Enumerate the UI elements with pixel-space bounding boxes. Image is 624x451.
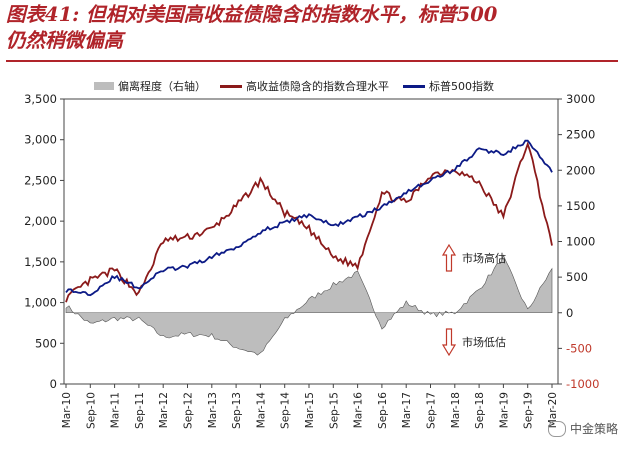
left-axis-tick-label: 3,000 <box>24 133 57 147</box>
legend-item-spx: 标普500指数 <box>403 78 494 94</box>
arrow-up-icon <box>442 244 456 272</box>
legend-swatch-implied <box>220 84 242 88</box>
title-line-1: 图表41: 但相对美国高收益债隐含的指数水平，标普500 <box>6 3 498 26</box>
x-axis-tick-label: Mar-15 <box>304 392 316 428</box>
watermark-text: 中金策略 <box>569 422 618 436</box>
chart-legend: 偏离程度（右轴） 高收益债隐含的指数合理水平 标普500指数 <box>94 78 508 94</box>
right-axis-tick-label: 3000 <box>566 92 595 106</box>
right-axis-tick-label: 0 <box>566 306 573 320</box>
legend-label-implied: 高收益债隐含的指数合理水平 <box>246 80 389 93</box>
annotation-high-text: 市场高估 <box>462 252 506 265</box>
annotation-low-text: 市场低估 <box>462 336 506 349</box>
x-axis-tick-label: Mar-11 <box>110 392 122 428</box>
right-axis-tick-label: 1500 <box>566 199 595 213</box>
series-implied-line <box>65 141 553 303</box>
x-axis-tick-label: Mar-18 <box>450 392 462 428</box>
x-axis-tick-label: Sep-11 <box>134 392 146 429</box>
x-axis-tick-label: Mar-19 <box>498 392 510 428</box>
arrow-down-icon <box>442 328 456 356</box>
legend-label-spx: 标普500指数 <box>429 80 494 93</box>
x-axis-tick-label: Sep-12 <box>183 392 195 429</box>
x-axis-tick-label: Sep-19 <box>523 392 535 429</box>
x-axis-tick-label: Mar-16 <box>353 392 365 429</box>
x-axis-tick-label: Mar-17 <box>401 392 413 428</box>
left-axis-tick-label: 0 <box>50 377 57 391</box>
x-axis-tick-label: Sep-10 <box>85 392 97 429</box>
legend-item-implied: 高收益债隐含的指数合理水平 <box>220 78 389 94</box>
x-axis-tick-label: Sep-16 <box>377 392 389 429</box>
left-axis-tick-label: 1,000 <box>24 296 57 310</box>
series-deviation-area <box>65 254 553 356</box>
annotation-overvalued: 市场高估 <box>442 244 506 272</box>
left-axis-tick-label: 2,500 <box>24 173 57 187</box>
x-axis-tick-label: Mar-13 <box>207 392 219 428</box>
watermark: 中金策略 <box>547 420 618 437</box>
chart-title: 图表41: 但相对美国高收益债隐含的指数水平，标普500 仍然稍微偏高 <box>6 2 618 54</box>
title-divider <box>6 60 618 62</box>
legend-item-deviation: 偏离程度（右轴） <box>94 78 206 94</box>
left-axis-tick-label: 2,000 <box>24 214 57 228</box>
right-axis-tick-label: -1000 <box>566 377 599 391</box>
wechat-icon <box>547 420 566 437</box>
left-axis-tick-label: 3,500 <box>24 92 57 106</box>
right-axis-tick-label: 2500 <box>566 128 595 142</box>
title-line-2: 仍然稍微偏高 <box>6 29 124 52</box>
legend-label-deviation: 偏离程度（右轴） <box>118 80 206 93</box>
right-axis-tick-label: 500 <box>566 270 588 284</box>
right-axis-tick-label: 1000 <box>566 235 595 249</box>
x-axis-tick-label: Mar-14 <box>255 392 267 429</box>
x-axis-tick-label: Mar-12 <box>158 392 170 428</box>
x-axis-tick-label: Mar-10 <box>61 392 73 428</box>
left-axis-tick-label: 1,500 <box>24 255 57 269</box>
annotation-undervalued: 市场低估 <box>442 328 506 356</box>
right-axis-tick-label: -500 <box>566 341 592 355</box>
right-axis-tick-label: 2000 <box>566 163 595 177</box>
x-axis-tick-label: Sep-18 <box>474 392 486 429</box>
series-spx-line <box>65 139 553 297</box>
x-axis-tick-label: Sep-14 <box>280 392 292 429</box>
x-axis-tick-label: Sep-15 <box>328 392 340 429</box>
legend-swatch-deviation <box>94 82 114 90</box>
left-axis-tick-label: 500 <box>35 336 57 350</box>
x-axis-tick-label: Mar-20 <box>547 392 559 428</box>
legend-swatch-spx <box>403 84 425 88</box>
x-axis-tick-label: Sep-17 <box>426 392 438 429</box>
x-axis-tick-label: Sep-13 <box>231 392 243 429</box>
